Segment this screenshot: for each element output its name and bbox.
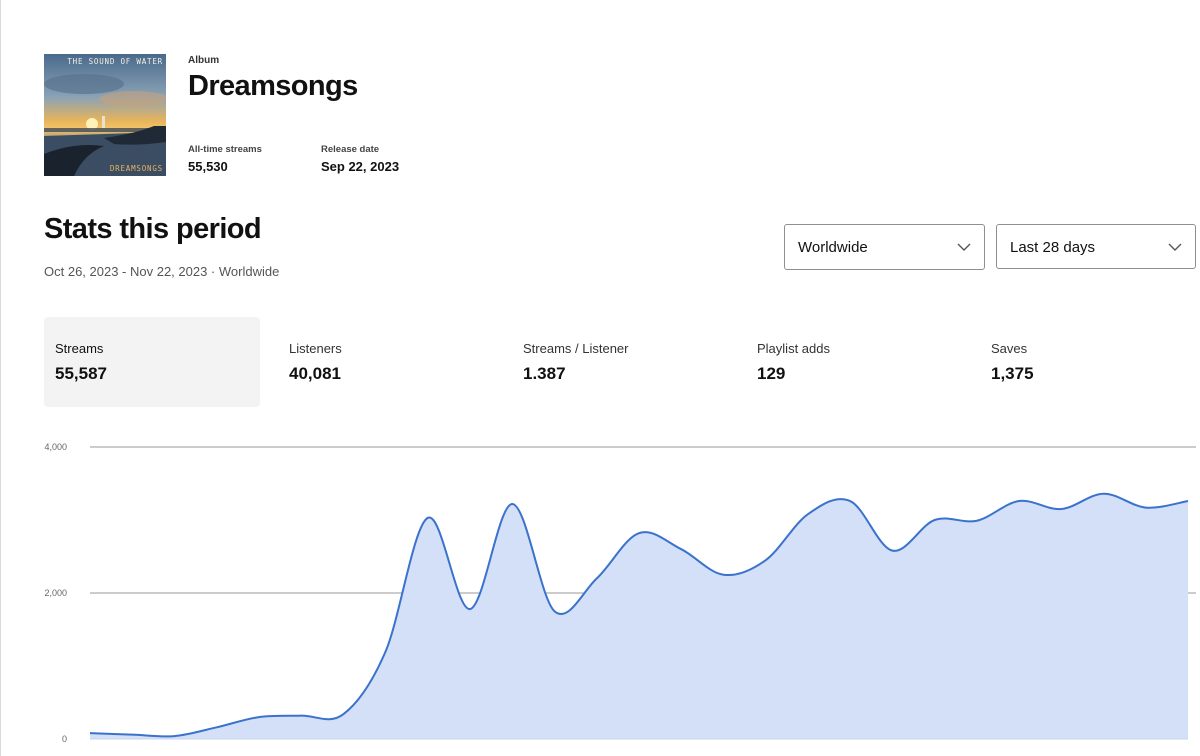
data-point[interactable] (425, 515, 431, 521)
data-point[interactable] (1058, 506, 1064, 512)
metric-tab-saves[interactable]: Saves 1,375 (980, 317, 1196, 407)
data-point[interactable] (509, 501, 515, 507)
data-point[interactable] (171, 733, 177, 739)
album-title: Dreamsongs (188, 70, 358, 102)
data-point[interactable] (847, 498, 853, 504)
cover-text-top: THE SOUND OF WATER (67, 57, 163, 66)
data-point[interactable] (340, 711, 346, 717)
period-dropdown[interactable]: Last 28 days (996, 224, 1196, 269)
data-point[interactable] (1143, 505, 1149, 511)
data-point[interactable] (974, 518, 980, 524)
metric-tab-playlist-adds[interactable]: Playlist adds 129 (746, 317, 962, 407)
data-point[interactable] (1185, 498, 1191, 504)
stats-date-range: Oct 26, 2023 - Nov 22, 2023 · Worldwide (44, 264, 280, 279)
data-point[interactable] (129, 732, 135, 738)
all-time-streams-value: 55,530 (188, 159, 228, 174)
streams-area (90, 493, 1188, 739)
region-dropdown-value: Worldwide (798, 239, 868, 256)
data-point[interactable] (636, 530, 642, 536)
metric-tab-streams-per-listener[interactable]: Streams / Listener 1.387 (512, 317, 728, 407)
stats-title: Stats this period (44, 213, 262, 245)
data-point[interactable] (87, 730, 93, 736)
data-point[interactable] (256, 714, 262, 720)
chevron-down-icon (1168, 243, 1182, 251)
metric-value: 129 (757, 364, 786, 383)
data-point[interactable] (720, 572, 726, 578)
metric-tab-listeners[interactable]: Listeners 40,081 (278, 317, 494, 407)
all-time-streams-label: All-time streams (188, 144, 262, 155)
data-point[interactable] (1101, 491, 1107, 497)
data-point[interactable] (805, 511, 811, 517)
data-point[interactable] (763, 557, 769, 563)
metric-label: Saves (991, 341, 1028, 356)
data-point[interactable] (467, 606, 473, 612)
period-dropdown-value: Last 28 days (1010, 239, 1096, 256)
y-tick-label: 0 (62, 734, 67, 744)
release-date-label: Release date (321, 144, 380, 155)
all-time-streams: All-time streams 55,530 (188, 144, 262, 174)
data-point[interactable] (678, 546, 684, 552)
y-tick-label: 2,000 (44, 588, 67, 598)
data-point[interactable] (594, 575, 600, 581)
cover-text-bottom: DREAMSONGS (109, 164, 163, 173)
release-date-value: Sep 22, 2023 (321, 159, 400, 174)
data-point[interactable] (1016, 498, 1022, 504)
streams-line (89, 492, 1189, 738)
streams-chart: 0 2,000 4,000 (44, 442, 1196, 744)
metric-value: 1.387 (523, 364, 566, 383)
release-date: Release date Sep 22, 2023 (321, 144, 399, 174)
metric-label: Playlist adds (757, 341, 830, 356)
region-dropdown[interactable]: Worldwide (784, 224, 985, 270)
data-point[interactable] (889, 548, 895, 554)
chevron-down-icon (957, 243, 971, 251)
y-tick-label: 4,000 (44, 442, 67, 452)
metric-value: 40,081 (289, 364, 341, 383)
data-point[interactable] (932, 517, 938, 523)
data-point[interactable] (552, 608, 558, 614)
metric-tab-streams[interactable]: Streams 55,587 (44, 317, 260, 407)
metric-value: 1,375 (991, 364, 1034, 383)
album-cover: THE SOUND OF WATER DREAMSONGS (44, 54, 166, 176)
metric-value: 55,587 (55, 364, 107, 383)
data-point[interactable] (383, 648, 389, 654)
metric-label: Streams (55, 341, 104, 356)
data-point[interactable] (214, 724, 220, 730)
metric-label: Streams / Listener (523, 341, 629, 356)
left-border (0, 0, 1, 756)
album-kind-label: Album (188, 55, 220, 66)
metric-label: Listeners (289, 341, 342, 356)
data-point[interactable] (298, 713, 304, 719)
